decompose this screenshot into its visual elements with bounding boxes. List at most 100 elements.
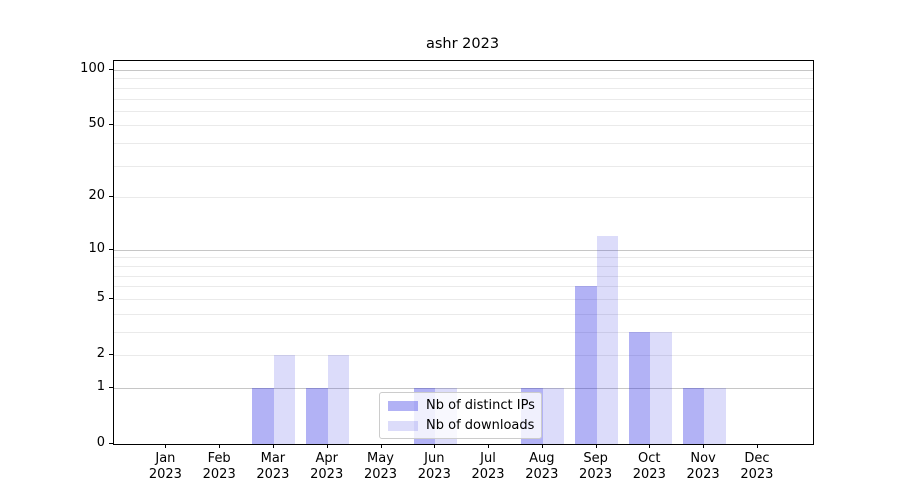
bar-distinct-ips xyxy=(628,331,651,444)
x-tick-month: Jun xyxy=(424,451,445,466)
x-tick-label: Feb 2023 xyxy=(187,451,251,483)
y-gridline xyxy=(114,275,813,277)
x-tick-year: 2023 xyxy=(417,467,451,482)
y-tick-mark xyxy=(109,386,113,388)
y-tick-mark xyxy=(109,297,113,299)
x-tick-month: Mar xyxy=(260,451,286,466)
legend-label-distinct-ips: Nb of distinct IPs xyxy=(426,398,535,413)
x-tick-year: 2023 xyxy=(525,467,559,482)
y-gridline xyxy=(114,125,813,127)
bar-downloads xyxy=(596,236,619,444)
y-gridline xyxy=(114,313,813,315)
y-tick-label: 1 xyxy=(96,378,105,394)
y-tick-label: 100 xyxy=(80,61,105,76)
x-tick-year: 2023 xyxy=(202,467,236,482)
x-tick-label: Nov 2023 xyxy=(671,451,735,483)
legend-swatch-distinct-ips xyxy=(388,400,418,411)
x-tick-year: 2023 xyxy=(471,467,505,482)
y-gridline xyxy=(114,286,813,288)
x-tick-mark xyxy=(434,444,436,448)
x-tick-mark xyxy=(219,444,221,448)
y-gridline xyxy=(114,387,813,389)
x-tick-month: Oct xyxy=(638,451,661,466)
x-tick-year: 2023 xyxy=(256,467,290,482)
x-tick-label: Oct 2023 xyxy=(617,451,681,483)
y-tick-label: 10 xyxy=(88,240,105,256)
y-gridline xyxy=(114,110,813,112)
chart-title: ashr 2023 xyxy=(425,36,500,52)
legend-item-downloads: Nb of downloads xyxy=(388,418,535,433)
y-gridline xyxy=(114,298,813,300)
legend-label-downloads: Nb of downloads xyxy=(426,418,535,433)
y-tick-mark xyxy=(109,248,113,250)
x-tick-mark xyxy=(649,444,651,448)
bar-downloads xyxy=(704,387,726,444)
y-gridline xyxy=(114,143,813,145)
x-tick-mark xyxy=(756,444,758,448)
y-gridline xyxy=(114,98,813,100)
x-tick-label: Dec 2023 xyxy=(725,451,789,483)
x-tick-month: Aug xyxy=(529,451,555,466)
bar-downloads xyxy=(273,355,296,444)
x-tick-label: May 2023 xyxy=(349,451,413,483)
y-tick-mark xyxy=(109,69,113,70)
legend-swatch-downloads xyxy=(388,420,418,431)
x-tick-year: 2023 xyxy=(148,467,182,482)
legend-item-distinct-ips: Nb of distinct IPs xyxy=(388,398,535,413)
bar-distinct-ips xyxy=(306,387,328,444)
bar-distinct-ips xyxy=(682,387,705,444)
y-tick-label: 0 xyxy=(96,435,105,450)
y-gridline xyxy=(114,249,813,251)
x-tick-month: May xyxy=(367,451,394,466)
x-tick-label: Apr 2023 xyxy=(295,451,359,483)
bar-downloads xyxy=(542,387,565,444)
x-tick-label: Jul 2023 xyxy=(456,451,520,483)
x-tick-mark xyxy=(541,444,543,448)
y-gridline xyxy=(114,331,813,333)
x-tick-mark xyxy=(165,444,167,448)
x-tick-month: Apr xyxy=(315,451,338,466)
x-tick-year: 2023 xyxy=(579,467,613,482)
plot-area: Nb of distinct IPs Nb of downloads xyxy=(113,60,814,445)
y-gridline xyxy=(114,70,813,71)
bar-downloads xyxy=(650,331,672,444)
x-tick-label: Aug 2023 xyxy=(510,451,574,483)
x-tick-label: Jun 2023 xyxy=(402,451,466,483)
x-tick-label: Jan 2023 xyxy=(133,451,197,483)
y-tick-mark xyxy=(109,443,113,444)
x-tick-month: Feb xyxy=(207,451,231,466)
y-tick-mark xyxy=(109,354,113,355)
x-tick-mark xyxy=(380,444,382,448)
x-tick-mark xyxy=(595,444,597,448)
x-tick-month: Nov xyxy=(690,451,716,466)
y-tick-label: 20 xyxy=(88,188,105,204)
bar-distinct-ips xyxy=(575,286,597,444)
y-gridline xyxy=(114,355,813,356)
y-gridline xyxy=(114,165,813,167)
x-tick-mark xyxy=(272,444,274,448)
y-tick-label: 50 xyxy=(88,116,105,132)
x-tick-month: Jul xyxy=(480,451,496,466)
bar-distinct-ips xyxy=(252,387,274,444)
y-tick-mark xyxy=(109,196,113,198)
x-tick-year: 2023 xyxy=(686,467,720,482)
x-tick-year: 2023 xyxy=(363,467,398,482)
x-tick-year: 2023 xyxy=(632,467,666,482)
x-tick-month: Dec xyxy=(744,451,770,466)
y-tick-label: 2 xyxy=(96,346,105,361)
x-tick-mark xyxy=(703,444,705,448)
x-tick-label: Sep 2023 xyxy=(564,451,628,483)
y-gridline xyxy=(114,197,813,199)
y-gridline xyxy=(114,257,813,259)
y-tick-mark xyxy=(109,124,113,126)
y-gridline xyxy=(114,78,813,80)
x-tick-mark xyxy=(488,444,489,448)
x-tick-mark xyxy=(326,444,328,448)
x-tick-year: 2023 xyxy=(310,467,344,482)
x-tick-month: Jan xyxy=(155,451,176,466)
y-tick-label: 5 xyxy=(96,289,105,305)
bar-downloads xyxy=(327,355,350,444)
y-gridline xyxy=(114,265,813,267)
y-gridline xyxy=(114,87,813,89)
